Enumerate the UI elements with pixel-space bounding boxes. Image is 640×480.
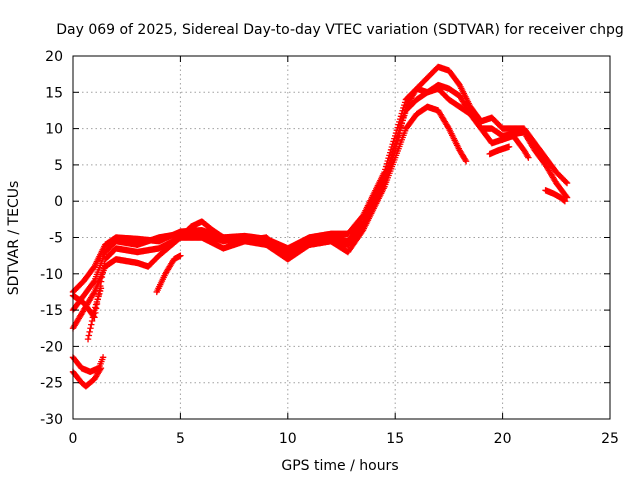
y-tick-label: -15	[40, 303, 63, 319]
data-point	[398, 120, 406, 127]
x-tick-label: 5	[176, 431, 185, 447]
data-point	[561, 198, 569, 205]
data-point	[101, 260, 108, 267]
data-point	[99, 269, 106, 276]
data-point	[524, 152, 531, 160]
y-axis-label: SDTVAR / TECUs	[6, 181, 22, 296]
data-point	[393, 140, 401, 147]
data-point	[505, 143, 513, 150]
x-tick-label: 25	[601, 431, 619, 447]
series-track-6	[153, 252, 184, 296]
data-point	[395, 133, 402, 141]
data-point	[97, 364, 105, 372]
data-point	[560, 197, 568, 204]
y-tick-label: -25	[40, 376, 63, 392]
data-markers	[69, 63, 571, 390]
data-point	[401, 106, 409, 114]
series-track-8	[69, 364, 105, 390]
chart-title: Day 069 of 2025, Sidereal Day-to-day VTE…	[56, 22, 624, 38]
data-point	[462, 156, 469, 164]
data-point	[98, 273, 106, 281]
x-tick-label: 15	[386, 431, 404, 447]
y-tick-label: 10	[45, 122, 63, 138]
data-point	[84, 335, 92, 343]
data-point	[88, 317, 96, 325]
data-point	[90, 290, 97, 297]
data-point	[397, 123, 405, 131]
data-point	[392, 147, 399, 154]
x-tick-label: 0	[69, 431, 78, 447]
series-track-10	[542, 187, 569, 205]
y-tick-label: -20	[40, 339, 63, 355]
data-point	[88, 321, 95, 328]
series-track-9	[486, 143, 513, 158]
y-tick-label: -10	[40, 267, 63, 283]
data-point	[563, 179, 571, 187]
y-tick-label: -5	[49, 231, 63, 247]
data-point	[99, 354, 107, 361]
data-point	[394, 137, 401, 144]
data-point	[97, 278, 105, 285]
data-point	[90, 310, 97, 317]
y-tick-label: 20	[45, 49, 63, 65]
y-tick-label: -30	[40, 412, 63, 428]
data-point	[96, 366, 104, 373]
data-point	[563, 179, 570, 186]
data-point	[396, 130, 403, 137]
series-track-5	[84, 285, 105, 343]
y-tick-label: 15	[45, 85, 63, 101]
data-point	[177, 252, 184, 259]
axis-ticks: -30 -25 -20 -15 -10 -5 0 5 10 15 20 0 5 10 15 20 25	[40, 49, 619, 447]
series-track-4	[69, 85, 532, 321]
data-point	[97, 285, 105, 292]
data-point	[392, 143, 400, 151]
data-point	[563, 194, 571, 201]
data-point	[86, 328, 93, 336]
data-point	[399, 117, 406, 124]
data-point	[89, 314, 97, 321]
data-point	[401, 110, 408, 117]
data-point	[85, 332, 93, 339]
data-point	[400, 113, 407, 121]
data-point	[396, 127, 404, 134]
data-point	[462, 158, 470, 165]
y-tick-label: 5	[54, 158, 63, 174]
data-point	[87, 325, 94, 332]
x-tick-label: 20	[494, 431, 512, 447]
data-point	[563, 193, 570, 200]
data-point	[100, 265, 107, 272]
x-axis-label: GPS time / hours	[281, 458, 398, 474]
data-point	[525, 154, 532, 161]
x-tick-label: 10	[279, 431, 297, 447]
y-tick-label: 0	[54, 194, 63, 210]
